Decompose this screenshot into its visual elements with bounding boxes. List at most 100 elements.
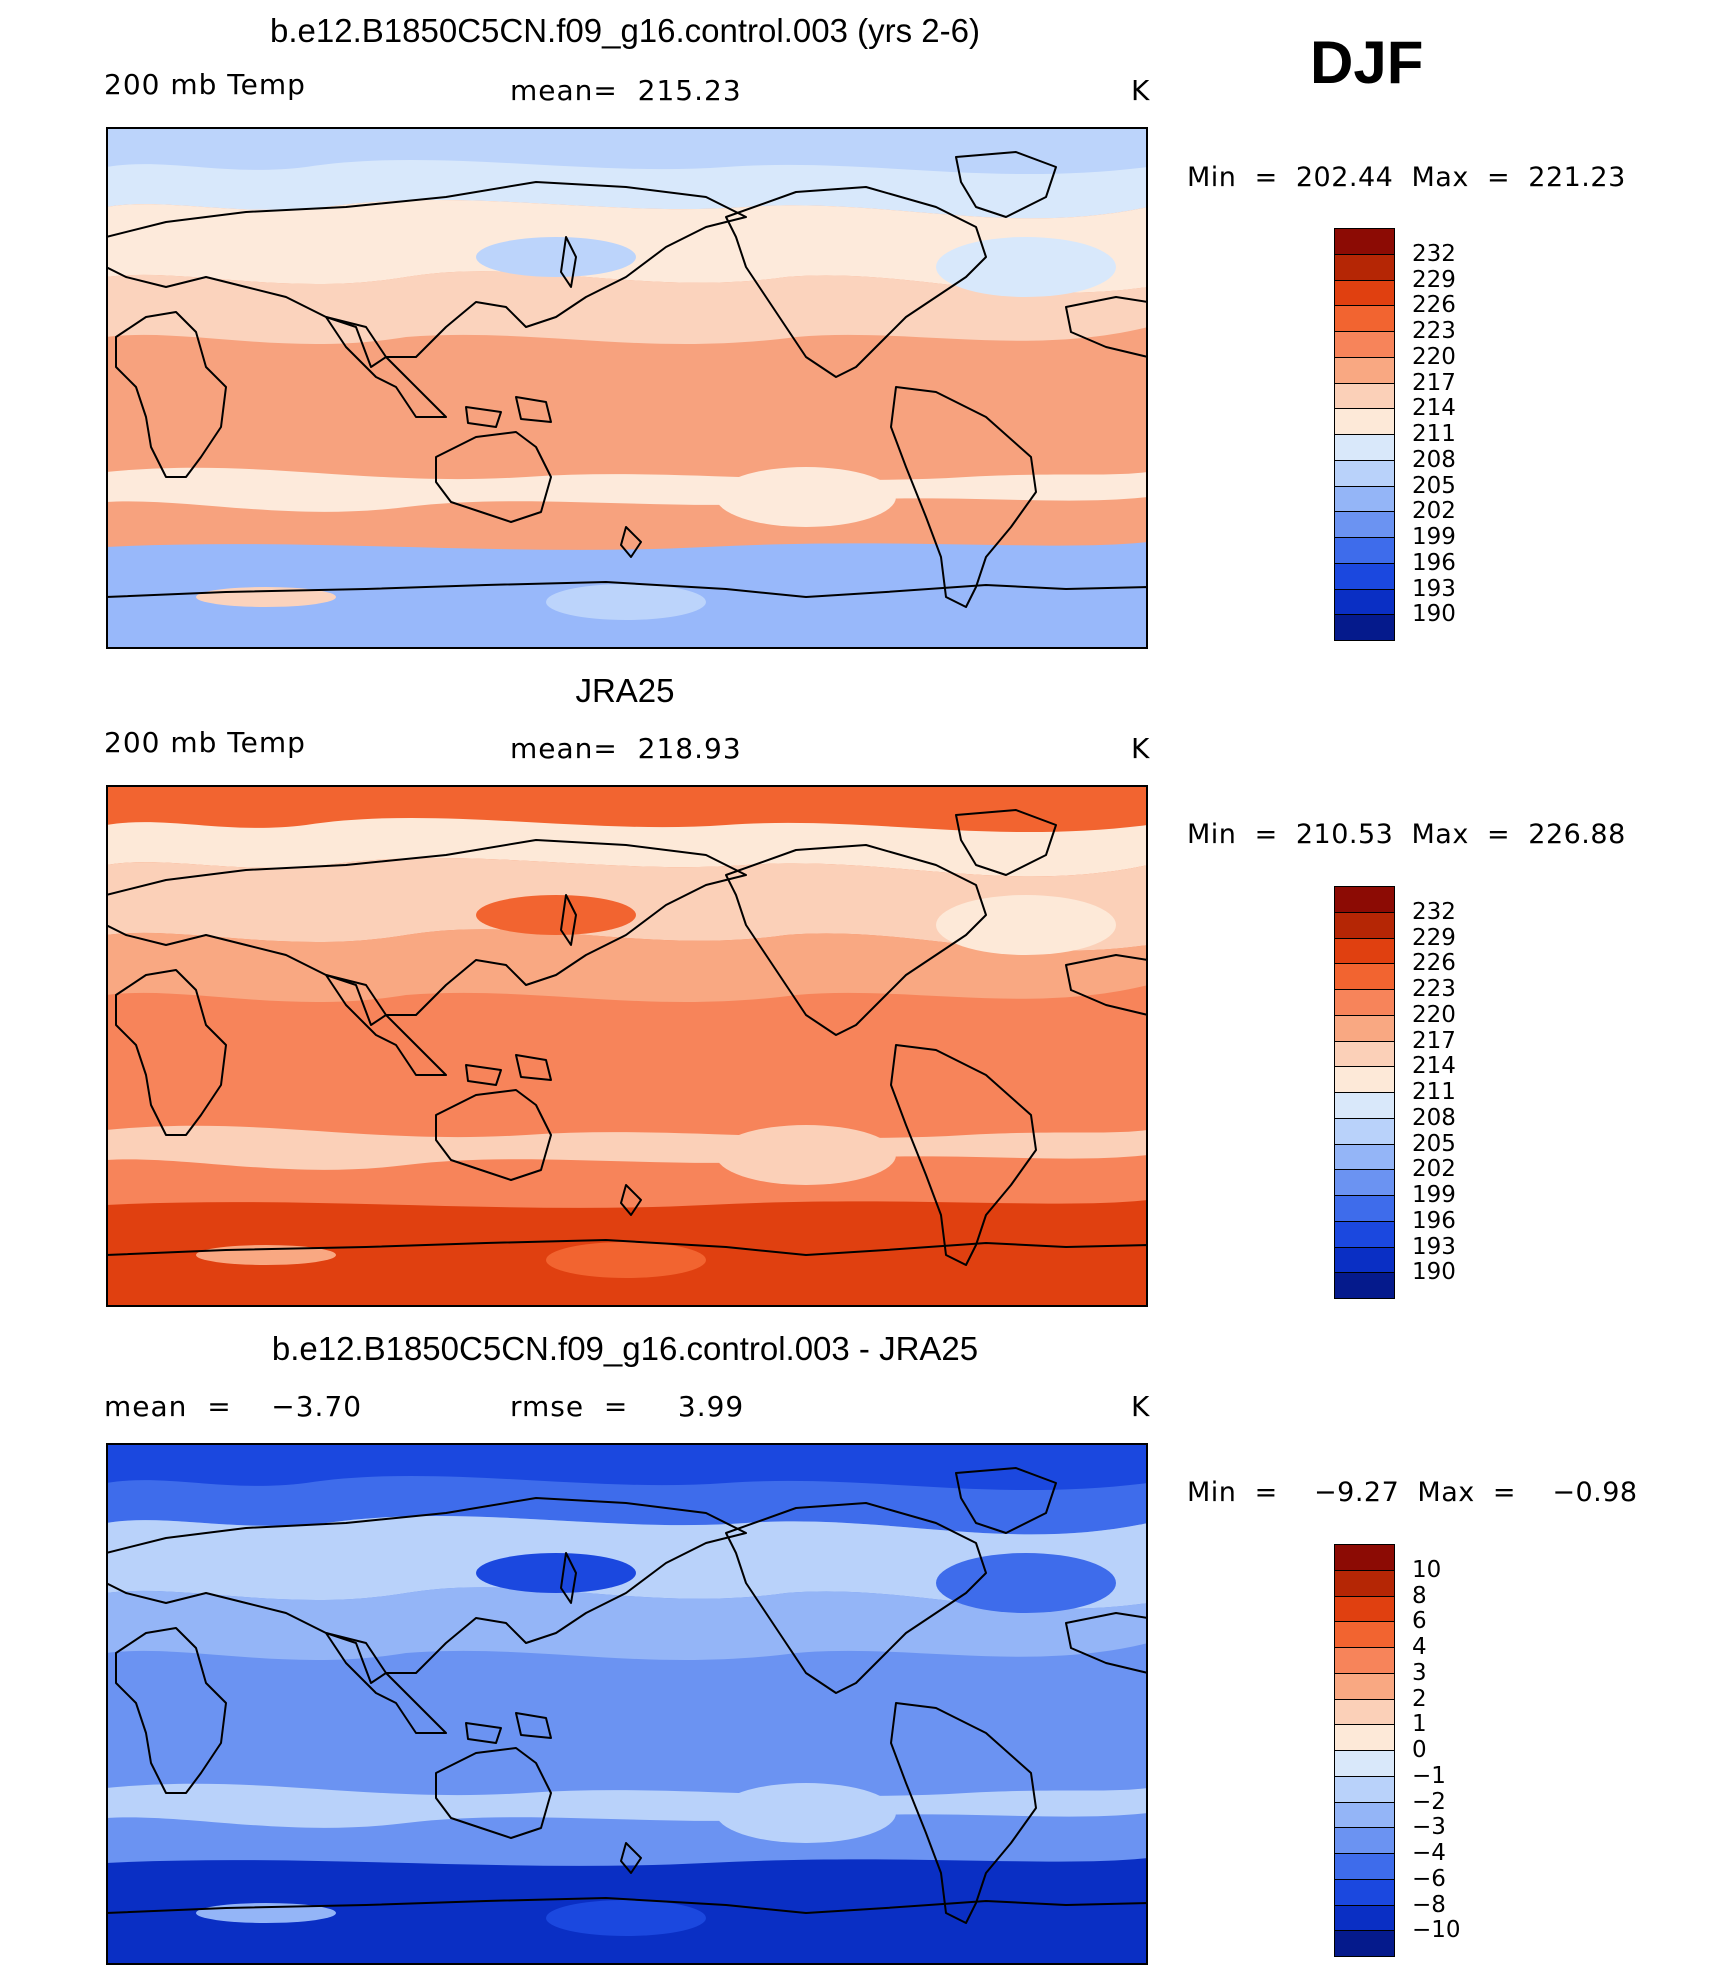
contour-blob (546, 1242, 706, 1278)
panel-1-left-label: 200 mb Temp (104, 68, 306, 101)
coastline (465, 406, 502, 428)
colorbar-swatch (1334, 1246, 1395, 1274)
coastline (1065, 296, 1148, 358)
contour-blob (716, 1125, 896, 1185)
coastline (560, 236, 577, 288)
panel-2-minmax: Min = 210.53 Max = 226.88 (1187, 819, 1626, 850)
coastline (890, 386, 1037, 608)
colorbar-swatch (1334, 989, 1395, 1016)
coastline (106, 581, 1148, 649)
panel-3-rmse-label: rmse = 3.99 (510, 1390, 745, 1423)
colorbar-tick-label: 199 (1412, 1182, 1456, 1208)
colorbar-swatch (1334, 279, 1395, 307)
colorbar-tick-label: 226 (1412, 950, 1456, 977)
panel-3-colorbar (1334, 1544, 1395, 1957)
colorbar-tick-label: 205 (1412, 1130, 1456, 1157)
colorbar-swatch (1334, 511, 1395, 538)
panel-3-mean-label: mean = −3.70 (104, 1390, 363, 1423)
colorbar-swatch (1334, 963, 1395, 990)
coastline (325, 974, 447, 1076)
contour-band (106, 857, 1148, 951)
map-frame (106, 1443, 1148, 1965)
contour-band (106, 1783, 1148, 1828)
season-label: DJF (1310, 29, 1424, 96)
map-frame (106, 127, 1148, 649)
colorbar-tick-label: 208 (1412, 446, 1456, 473)
colorbar-swatch (1334, 408, 1395, 435)
contour-band (106, 1443, 1148, 1491)
colorbar-swatch (1334, 382, 1395, 410)
colorbar-swatch (1334, 228, 1395, 255)
contour-band (106, 127, 1148, 175)
colorbar-tick-label: 217 (1412, 1027, 1456, 1054)
colorbar-tick-label: −1 (1412, 1762, 1446, 1789)
coastline (725, 1502, 987, 1694)
colorbar-tick-label: 6 (1412, 1608, 1427, 1635)
colorbar-tick-label: 3 (1412, 1659, 1427, 1686)
colorbar-tick-label: 4 (1412, 1634, 1427, 1660)
coastline (620, 1184, 642, 1216)
colorbar-tick-label: −2 (1412, 1788, 1446, 1815)
contour-band (106, 467, 1148, 512)
colorbar-swatch (1334, 588, 1395, 616)
panel-2-mean-label: mean= 218.93 (510, 732, 742, 765)
contour-band (106, 199, 1148, 293)
colorbar-tick-label: 211 (1412, 421, 1456, 447)
coastline (115, 969, 227, 1136)
contour-blob (936, 895, 1116, 955)
colorbar-swatch (1334, 1595, 1395, 1623)
contour-band (106, 1515, 1148, 1609)
colorbar-tick-label: 190 (1412, 1259, 1456, 1286)
colorbar-tick-label: 199 (1412, 524, 1456, 550)
panel-1-title: b.e12.B1850C5CN.f09_g16.control.003 (yrs… (270, 12, 980, 49)
colorbar-swatch (1334, 1272, 1395, 1299)
panel-3-minmax: Min = −9.27 Max = −0.98 (1187, 1477, 1638, 1508)
colorbar-swatch (1334, 1040, 1395, 1068)
contour-blob (716, 1783, 896, 1843)
colorbar-tick-label: 190 (1412, 601, 1456, 628)
colorbar-swatch (1334, 1930, 1395, 1957)
contour-band (106, 929, 1148, 1003)
panel-1-minmax: Min = 202.44 Max = 221.23 (1187, 162, 1626, 193)
contour-blob (476, 237, 636, 277)
colorbar-tick-label: 208 (1412, 1104, 1456, 1131)
coastline (115, 1627, 227, 1794)
coastline (435, 1747, 552, 1839)
colorbar-swatch (1334, 1569, 1395, 1597)
colorbar-swatch (1334, 1066, 1395, 1093)
colorbar-swatch (1334, 1724, 1395, 1751)
coastline (515, 1054, 552, 1081)
colorbar-tick-label: −3 (1412, 1814, 1446, 1841)
colorbar-tick-label: 1 (1412, 1711, 1427, 1738)
colorbar-tick-label: 0 (1412, 1737, 1427, 1763)
colorbar-swatch (1334, 1647, 1395, 1674)
contour-band (106, 1125, 1148, 1170)
coastline (560, 1552, 577, 1604)
colorbar-tick-label: 217 (1412, 369, 1456, 396)
colorbar-tick-label: 193 (1412, 575, 1456, 602)
coastline (620, 1842, 642, 1874)
colorbar-swatch (1334, 1195, 1395, 1222)
coastline (955, 809, 1057, 876)
colorbar-tick-label: 211 (1412, 1079, 1456, 1105)
coastline (106, 1897, 1148, 1965)
coastline (325, 1632, 447, 1734)
coastline (325, 316, 447, 418)
colorbar-swatch (1334, 485, 1395, 513)
coastline (725, 186, 987, 378)
coastline (725, 844, 987, 1036)
colorbar-swatch (1334, 537, 1395, 564)
coastline (955, 151, 1057, 218)
contour-blob (546, 584, 706, 620)
panel-3-map (106, 1443, 1148, 1965)
colorbar-swatch (1334, 459, 1395, 487)
coastline (115, 311, 227, 478)
panel-2-title: JRA25 (575, 672, 675, 709)
colorbar-tick-label: 229 (1412, 266, 1456, 293)
panel-3-units: K (1131, 1390, 1151, 1423)
coastline (890, 1044, 1037, 1266)
coastline (435, 431, 552, 523)
colorbar-swatch (1334, 1801, 1395, 1829)
colorbar-tick-label: 202 (1412, 498, 1456, 525)
panel-1-map (106, 127, 1148, 649)
